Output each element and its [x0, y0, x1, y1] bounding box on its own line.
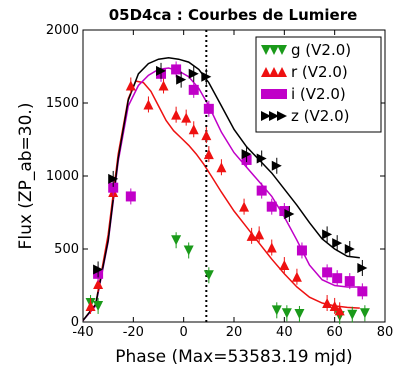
- legend-marker-z: [269, 111, 279, 121]
- x-tick-label: 80: [377, 325, 394, 340]
- point-r: [188, 124, 199, 135]
- point-g: [171, 235, 182, 246]
- point-r: [143, 99, 154, 110]
- x-axis-label: Phase (Max=53583.19 mjd): [115, 347, 352, 367]
- legend-marker-g: [261, 45, 271, 55]
- legend-marker-z: [261, 111, 271, 121]
- point-z: [201, 71, 212, 82]
- point-i: [266, 201, 277, 212]
- point-i: [322, 267, 333, 278]
- point-g: [203, 270, 214, 281]
- legend-marker-r: [261, 67, 271, 77]
- legend: g (V2.0) r (V2.0) i (V2.0) z (V2.0): [255, 36, 382, 133]
- point-r: [201, 130, 212, 141]
- point-r: [291, 271, 302, 282]
- point-g: [294, 308, 305, 319]
- point-i: [344, 276, 355, 287]
- point-g: [93, 300, 104, 311]
- point-z: [108, 173, 119, 184]
- point-r: [203, 149, 214, 160]
- point-i: [188, 84, 199, 95]
- point-i: [256, 185, 267, 196]
- point-r: [93, 279, 104, 290]
- legend-label-r: r (V2.0): [291, 63, 348, 81]
- point-r: [181, 112, 192, 123]
- y-tick-label: 1000: [46, 169, 79, 184]
- point-r: [329, 300, 340, 311]
- legend-marker-i: [277, 89, 287, 99]
- y-axis-label: Flux (ZP_ab=30.): [16, 103, 36, 250]
- point-r: [85, 300, 96, 311]
- y-tick-label: 0: [71, 315, 79, 330]
- point-r: [158, 80, 169, 91]
- point-z: [176, 74, 187, 85]
- chart-title: 05D4ca : Courbes de Lumiere: [109, 6, 358, 24]
- point-g: [271, 305, 282, 316]
- x-axis: -40 -20 0 20 40 60 80: [72, 30, 393, 340]
- data-points: [85, 61, 370, 325]
- y-tick-label: 2000: [46, 23, 79, 38]
- point-i: [296, 245, 307, 256]
- point-r: [171, 109, 182, 120]
- point-r: [125, 80, 136, 91]
- point-z: [241, 149, 252, 160]
- y-tick-label: 1500: [46, 96, 79, 111]
- point-i: [171, 64, 182, 75]
- legend-label-z: z (V2.0): [291, 107, 349, 125]
- x-tick-label: -40: [72, 325, 93, 340]
- point-r: [246, 230, 257, 241]
- point-r: [239, 201, 250, 212]
- point-z: [332, 238, 343, 249]
- point-z: [284, 208, 295, 219]
- point-i: [203, 103, 214, 114]
- legend-marker-z: [277, 111, 287, 121]
- point-i: [108, 182, 119, 193]
- point-g: [281, 308, 292, 319]
- point-i: [357, 286, 368, 297]
- legend-marker-r: [269, 67, 279, 77]
- point-z: [188, 68, 199, 79]
- legend-marker-g: [269, 45, 279, 55]
- point-z: [156, 65, 167, 76]
- y-axis: 0 500 1000 1500 2000: [46, 23, 385, 330]
- legend-label-g: g (V2.0): [291, 41, 351, 59]
- point-r: [216, 162, 227, 173]
- x-tick-label: 60: [326, 325, 343, 340]
- point-z: [93, 264, 104, 275]
- point-r: [279, 260, 290, 271]
- point-i: [279, 206, 290, 217]
- legend-marker-i: [269, 89, 279, 99]
- legend-marker-i: [261, 89, 271, 99]
- point-r: [322, 298, 333, 309]
- point-g: [359, 308, 370, 319]
- point-z: [344, 244, 355, 254]
- point-z: [256, 153, 267, 164]
- y-tick-label: 500: [54, 242, 79, 257]
- point-g: [183, 245, 194, 256]
- point-z: [322, 229, 333, 240]
- fit-curve-z: [82, 56, 360, 321]
- x-tick-label: 20: [226, 325, 243, 340]
- legend-marker-g: [277, 45, 287, 55]
- point-i: [125, 191, 136, 202]
- point-r: [266, 242, 277, 253]
- point-z: [357, 262, 368, 273]
- x-tick-label: 40: [276, 325, 293, 340]
- point-i: [332, 273, 343, 284]
- x-tick-label: 0: [180, 325, 188, 340]
- legend-label-i: i (V2.0): [291, 85, 346, 103]
- point-g: [347, 309, 358, 320]
- point-r: [334, 305, 345, 316]
- x-tick-label: -20: [123, 325, 144, 340]
- legend-marker-r: [277, 67, 287, 77]
- point-z: [271, 160, 282, 171]
- point-r: [254, 229, 265, 240]
